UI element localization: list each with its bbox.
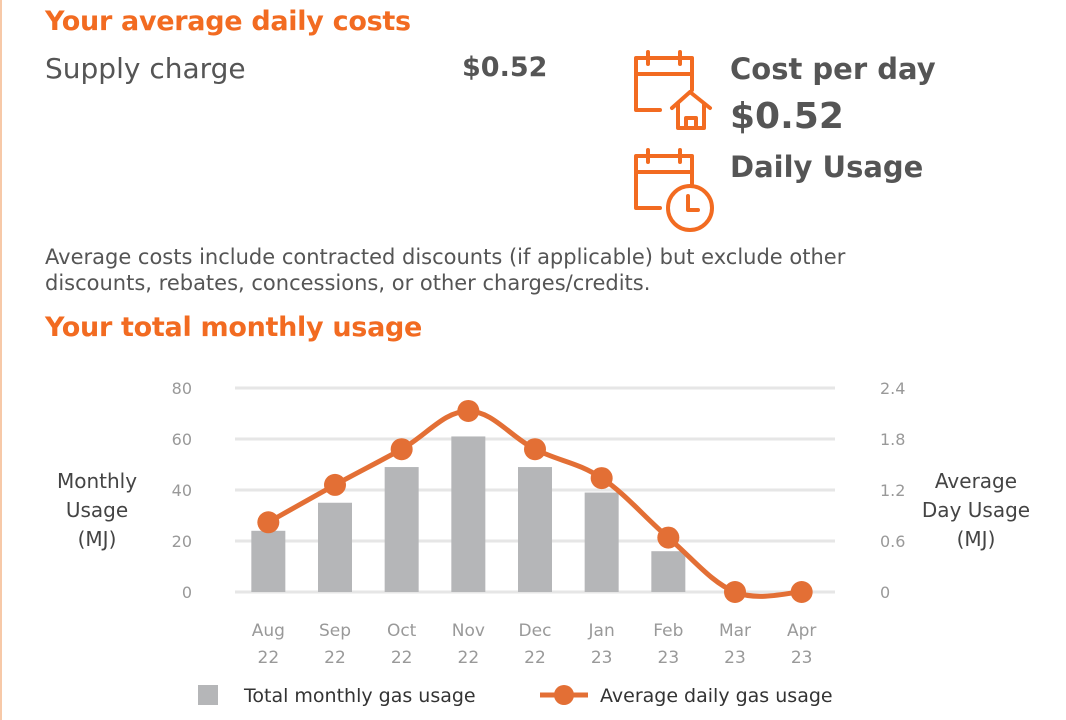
- x-tick-label: 22: [324, 648, 346, 668]
- y-tick-left: 40: [172, 481, 192, 500]
- page-edge: [0, 0, 2, 720]
- x-tick-label: 23: [658, 648, 680, 668]
- bar-dec-22: [518, 467, 552, 592]
- cost-per-day-label: Cost per day: [730, 52, 936, 86]
- x-tick-label: 22: [524, 648, 546, 668]
- point-oct-22: [390, 438, 413, 461]
- legend-line-label: Average daily gas usage: [600, 685, 833, 707]
- y-tick-right: 0.6: [880, 532, 905, 551]
- y-axis-label-left: (MJ): [78, 527, 117, 551]
- bar-feb-23: [651, 551, 686, 592]
- supply-charge-label: Supply charge: [45, 52, 246, 85]
- y-tick-left: 80: [172, 379, 192, 398]
- bar-aug-22: [251, 530, 286, 592]
- x-tick-label: 23: [591, 648, 613, 668]
- legend-line-marker: [554, 685, 574, 705]
- x-tick-label: 23: [724, 648, 746, 668]
- x-tick-label: Dec: [519, 621, 552, 641]
- y-axis-label-right: (MJ): [957, 527, 996, 551]
- usage-heading: Your total monthly usage: [45, 312, 423, 343]
- y-axis-label-left: Monthly: [57, 469, 137, 493]
- bar-oct-22: [384, 467, 419, 592]
- x-tick-label: 22: [458, 648, 480, 668]
- x-tick-label: 22: [391, 648, 413, 668]
- point-dec-22: [524, 438, 546, 461]
- y-tick-left: 20: [172, 532, 192, 551]
- y-axis-label-right: Average: [935, 469, 1017, 493]
- point-sep-22: [324, 473, 346, 496]
- daily-usage-label: Daily Usage: [730, 150, 924, 184]
- x-tick-label: Jan: [588, 621, 615, 641]
- legend-bar-label: Total monthly gas usage: [243, 685, 476, 707]
- x-tick-label: 23: [791, 648, 813, 668]
- y-tick-left: 0: [182, 583, 192, 602]
- x-tick-label: Mar: [719, 621, 751, 641]
- x-tick-label: Feb: [653, 621, 683, 641]
- point-mar-23: [724, 581, 746, 603]
- cost-per-day-value: $0.52: [730, 96, 844, 137]
- y-axis-label-right: Day Usage: [922, 498, 1030, 522]
- x-tick-label: Oct: [387, 621, 417, 641]
- x-tick-label: 22: [258, 648, 280, 668]
- supply-charge-value: $0.52: [462, 52, 548, 83]
- point-aug-22: [257, 511, 280, 534]
- y-tick-left: 60: [172, 430, 192, 449]
- y-axis-label-left: Usage: [66, 498, 128, 522]
- bar-nov-22: [451, 436, 486, 592]
- point-apr-23: [790, 581, 813, 603]
- x-tick-label: Aug: [252, 621, 285, 641]
- point-feb-23: [657, 526, 680, 549]
- point-jan-23: [590, 467, 613, 490]
- legend-bar-swatch: [198, 685, 218, 705]
- costs-note: Average costs include contracted discoun…: [45, 245, 846, 295]
- bar-jan-23: [584, 492, 619, 592]
- bar-sep-22: [318, 502, 352, 592]
- calendar-home-icon: [634, 50, 712, 130]
- x-tick-label: Apr: [787, 621, 816, 641]
- y-tick-right: 0: [880, 583, 890, 602]
- costs-heading: Your average daily costs: [45, 6, 411, 37]
- calendar-clock-icon: [634, 148, 714, 232]
- point-nov-22: [457, 399, 480, 422]
- x-tick-label: Sep: [319, 621, 351, 641]
- y-tick-right: 1.2: [880, 481, 905, 500]
- y-tick-right: 2.4: [880, 379, 905, 398]
- y-tick-right: 1.8: [880, 430, 905, 449]
- x-tick-label: Nov: [452, 621, 485, 641]
